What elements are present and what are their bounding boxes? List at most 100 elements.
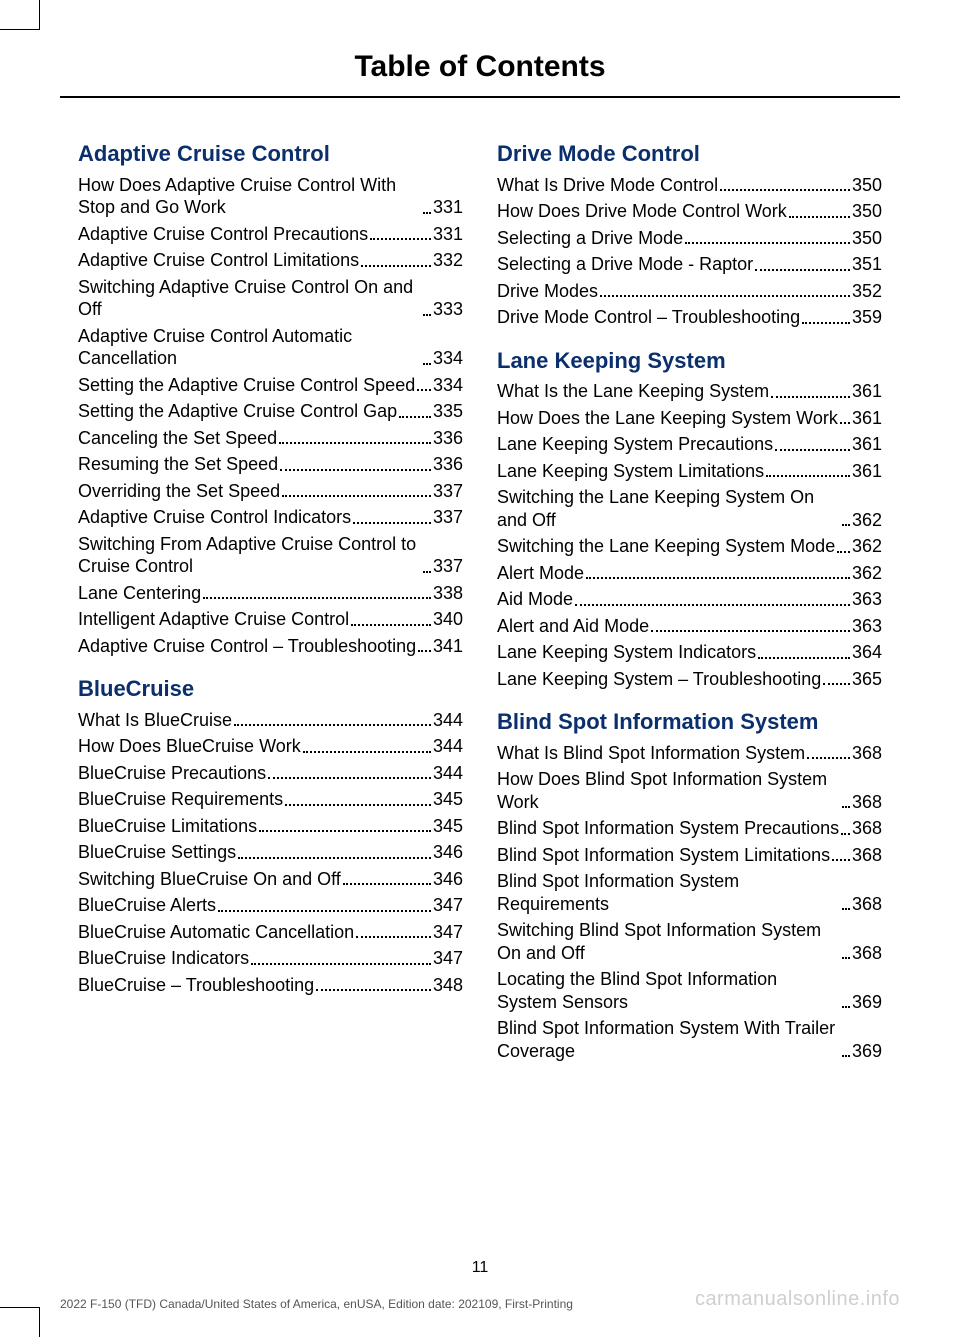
toc-page-number: 344 bbox=[433, 762, 463, 785]
toc-content: Adaptive Cruise Control How Does Adaptive… bbox=[78, 140, 882, 1237]
toc-page-number: 334 bbox=[433, 374, 463, 397]
toc-page-number: 368 bbox=[852, 742, 882, 765]
toc-label: BlueCruise Alerts bbox=[78, 894, 216, 917]
toc-entry: Lane Keeping System – Troubleshooting 365 bbox=[497, 668, 882, 691]
toc-page-number: 337 bbox=[433, 506, 463, 529]
footer-right-watermark: carmanualsonline.info bbox=[695, 1288, 900, 1311]
toc-page-number: 362 bbox=[852, 562, 882, 585]
toc-page-number: 344 bbox=[433, 709, 463, 732]
toc-leader-dots bbox=[316, 989, 431, 991]
toc-page-number: 344 bbox=[433, 735, 463, 758]
toc-label: Adaptive Cruise Control Indicators bbox=[78, 506, 351, 529]
toc-page-number: 369 bbox=[852, 1040, 882, 1063]
toc-label: Blind Spot Information System Limitation… bbox=[497, 844, 830, 867]
toc-leader-dots bbox=[842, 806, 850, 808]
toc-entry: Blind Spot Information System Precaution… bbox=[497, 817, 882, 840]
toc-label: How Does Blind Spot Information System W… bbox=[497, 768, 840, 813]
toc-page-number: 347 bbox=[433, 921, 463, 944]
toc-entry: BlueCruise Precautions344 bbox=[78, 762, 463, 785]
toc-page-number: 364 bbox=[852, 641, 882, 664]
toc-entry: Lane Keeping System Indicators 364 bbox=[497, 641, 882, 664]
toc-label: Selecting a Drive Mode bbox=[497, 227, 683, 250]
toc-label: Adaptive Cruise Control Precautions bbox=[78, 223, 368, 246]
toc-page-number: 337 bbox=[433, 555, 463, 578]
toc-leader-dots bbox=[789, 216, 850, 218]
toc-page-number: 363 bbox=[852, 588, 882, 611]
toc-leader-dots bbox=[802, 322, 850, 324]
toc-entry: Lane Keeping System Limitations361 bbox=[497, 460, 882, 483]
toc-label: How Does Adaptive Cruise Control With St… bbox=[78, 174, 421, 219]
toc-label: BlueCruise Indicators bbox=[78, 947, 249, 970]
toc-label: Drive Modes bbox=[497, 280, 598, 303]
toc-page-number: 332 bbox=[433, 249, 463, 272]
toc-leader-dots bbox=[361, 265, 431, 267]
toc-label: Locating the Blind Spot Information Syst… bbox=[497, 968, 840, 1013]
toc-page-number: 361 bbox=[852, 380, 882, 403]
toc-leader-dots bbox=[343, 883, 431, 885]
toc-label: Alert Mode bbox=[497, 562, 584, 585]
page-number: 11 bbox=[0, 1259, 960, 1277]
toc-entry: What Is BlueCruise344 bbox=[78, 709, 463, 732]
toc-entry: Adaptive Cruise Control Limitations332 bbox=[78, 249, 463, 272]
section-title: Adaptive Cruise Control bbox=[78, 140, 463, 168]
toc-leader-dots bbox=[832, 859, 850, 861]
toc-leader-dots bbox=[600, 295, 850, 297]
toc-label: Lane Keeping System Indicators bbox=[497, 641, 756, 664]
toc-entry: Alert Mode 362 bbox=[497, 562, 882, 585]
toc-page-number: 341 bbox=[433, 635, 463, 658]
toc-page-number: 351 bbox=[852, 253, 882, 276]
page-header: Table of Contents bbox=[60, 50, 900, 98]
toc-entry: Switching the Lane Keeping System On and… bbox=[497, 486, 882, 531]
toc-entry: Setting the Adaptive Cruise Control Gap3… bbox=[78, 400, 463, 423]
toc-entry: Blind Spot Information System With Trail… bbox=[497, 1017, 882, 1062]
toc-entry: How Does BlueCruise Work344 bbox=[78, 735, 463, 758]
toc-entry: Aid Mode363 bbox=[497, 588, 882, 611]
toc-leader-dots bbox=[303, 751, 431, 753]
section-title: Blind Spot Information System bbox=[497, 708, 882, 736]
toc-entry: Overriding the Set Speed337 bbox=[78, 480, 463, 503]
toc-label: Resuming the Set Speed bbox=[78, 453, 278, 476]
toc-page-number: 365 bbox=[852, 668, 882, 691]
toc-label: Alert and Aid Mode bbox=[497, 615, 649, 638]
toc-label: Switching Adaptive Cruise Control On and… bbox=[78, 276, 421, 321]
toc-leader-dots bbox=[218, 910, 431, 912]
toc-label: BlueCruise Settings bbox=[78, 841, 236, 864]
toc-entry: What Is the Lane Keeping System 361 bbox=[497, 380, 882, 403]
toc-leader-dots bbox=[685, 242, 850, 244]
toc-page-number: 350 bbox=[852, 174, 882, 197]
toc-label: Drive Mode Control – Troubleshooting bbox=[497, 306, 800, 329]
toc-page-number: 352 bbox=[852, 280, 882, 303]
toc-entry: Intelligent Adaptive Cruise Control340 bbox=[78, 608, 463, 631]
toc-leader-dots bbox=[807, 757, 850, 759]
toc-entry: Switching the Lane Keeping System Mode36… bbox=[497, 535, 882, 558]
toc-entry: BlueCruise Requirements345 bbox=[78, 788, 463, 811]
toc-page-number: 368 bbox=[852, 893, 882, 916]
toc-entry: Blind Spot Information System Limitation… bbox=[497, 844, 882, 867]
section-title: BlueCruise bbox=[78, 675, 463, 703]
toc-entry: Canceling the Set Speed336 bbox=[78, 427, 463, 450]
toc-entry: How Does Blind Spot Information System W… bbox=[497, 768, 882, 813]
toc-entry: Setting the Adaptive Cruise Control Spee… bbox=[78, 374, 463, 397]
toc-entry: How Does Drive Mode Control Work350 bbox=[497, 200, 882, 223]
toc-label: What Is the Lane Keeping System bbox=[497, 380, 769, 403]
toc-page-number: 347 bbox=[433, 894, 463, 917]
toc-entry: BlueCruise – Troubleshooting348 bbox=[78, 974, 463, 997]
toc-label: Lane Keeping System – Troubleshooting bbox=[497, 668, 821, 691]
toc-page-number: 346 bbox=[433, 841, 463, 864]
toc-entry: Switching Blind Spot Information System … bbox=[497, 919, 882, 964]
toc-leader-dots bbox=[586, 577, 850, 579]
toc-leader-dots bbox=[755, 269, 850, 271]
toc-label: BlueCruise Requirements bbox=[78, 788, 283, 811]
toc-leader-dots bbox=[418, 650, 431, 652]
toc-label: Switching BlueCruise On and Off bbox=[78, 868, 341, 891]
toc-label: Blind Spot Information System Precaution… bbox=[497, 817, 839, 840]
toc-page-number: 336 bbox=[433, 453, 463, 476]
toc-label: Setting the Adaptive Cruise Control Spee… bbox=[78, 374, 415, 397]
toc-page-number: 350 bbox=[852, 227, 882, 250]
toc-leader-dots bbox=[279, 442, 431, 444]
toc-page-number: 363 bbox=[852, 615, 882, 638]
toc-page-number: 362 bbox=[852, 509, 882, 532]
toc-label: Switching From Adaptive Cruise Control t… bbox=[78, 533, 421, 578]
toc-label: Lane Keeping System Limitations bbox=[497, 460, 764, 483]
toc-leader-dots bbox=[280, 469, 431, 471]
